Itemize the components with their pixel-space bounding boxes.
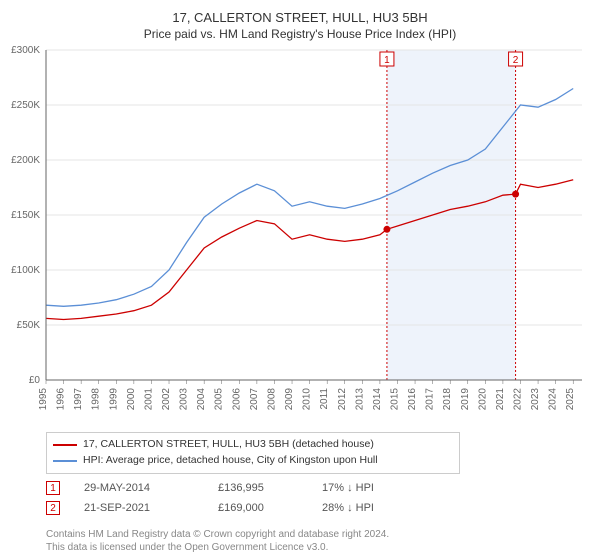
svg-text:2016: 2016 [407,388,418,411]
chart-area: £0£50K£100K£150K£200K£250K£300K199519961… [46,50,582,380]
svg-text:£250K: £250K [11,100,40,111]
event-date: 21-SEP-2021 [84,502,194,514]
svg-text:2008: 2008 [266,388,277,411]
svg-text:2014: 2014 [372,388,383,411]
svg-text:2017: 2017 [425,388,436,411]
svg-text:2013: 2013 [354,388,365,411]
svg-text:2000: 2000 [126,388,137,411]
legend-item: 17, CALLERTON STREET, HULL, HU3 5BH (det… [53,437,453,453]
svg-text:2004: 2004 [196,388,207,411]
chart-subtitle: Price paid vs. HM Land Registry's House … [0,25,600,41]
event-badge: 1 [46,481,60,495]
event-badge: 2 [46,501,60,515]
svg-text:2010: 2010 [302,388,313,411]
chart-container: 17, CALLERTON STREET, HULL, HU3 5BH Pric… [0,0,600,560]
legend-swatch [53,444,77,446]
svg-text:2001: 2001 [143,388,154,411]
svg-text:1996: 1996 [56,388,67,411]
svg-text:2015: 2015 [389,388,400,411]
svg-text:1997: 1997 [73,388,84,411]
svg-text:£200K: £200K [11,155,40,166]
svg-text:2024: 2024 [548,388,559,411]
legend-label: 17, CALLERTON STREET, HULL, HU3 5BH (det… [83,437,374,453]
svg-text:2020: 2020 [477,388,488,411]
legend-box: 17, CALLERTON STREET, HULL, HU3 5BH (det… [46,432,460,474]
svg-text:2011: 2011 [319,388,330,410]
svg-text:2009: 2009 [284,388,295,411]
svg-text:1999: 1999 [108,388,119,411]
svg-text:£0: £0 [29,375,41,386]
event-row: 2 21-SEP-2021 £169,000 28% ↓ HPI [46,498,412,518]
svg-text:£100K: £100K [11,265,40,276]
event-table: 1 29-MAY-2014 £136,995 17% ↓ HPI 2 21-SEP-202… [46,478,412,518]
event-price: £169,000 [218,502,298,514]
event-date: 29-MAY-2014 [84,482,194,494]
footer-line-2: This data is licensed under the Open Gov… [46,541,389,554]
svg-text:£50K: £50K [17,320,41,331]
event-delta: 17% ↓ HPI [322,482,412,494]
svg-text:£150K: £150K [11,210,40,221]
line-chart-svg: £0£50K£100K£150K£200K£250K£300K199519961… [46,50,582,380]
svg-text:2002: 2002 [161,388,172,411]
footer-attribution: Contains HM Land Registry data © Crown c… [46,528,389,554]
svg-text:2007: 2007 [249,388,260,411]
svg-text:2005: 2005 [214,388,225,411]
legend-swatch [53,460,77,462]
footer-line-1: Contains HM Land Registry data © Crown c… [46,528,389,541]
svg-text:2023: 2023 [530,388,541,411]
svg-text:2018: 2018 [442,388,453,411]
svg-text:2022: 2022 [512,388,523,411]
svg-text:2012: 2012 [337,388,348,411]
svg-text:2019: 2019 [460,388,471,411]
svg-text:2021: 2021 [495,388,506,411]
svg-text:£300K: £300K [11,45,40,56]
legend-label: HPI: Average price, detached house, City… [83,453,378,469]
legend-item: HPI: Average price, detached house, City… [53,453,453,469]
event-price: £136,995 [218,482,298,494]
svg-text:2025: 2025 [565,388,576,411]
svg-text:1998: 1998 [91,388,102,411]
event-row: 1 29-MAY-2014 £136,995 17% ↓ HPI [46,478,412,498]
event-delta: 28% ↓ HPI [322,502,412,514]
svg-text:2: 2 [513,55,519,66]
svg-text:1995: 1995 [38,388,49,411]
svg-text:2006: 2006 [231,388,242,411]
svg-text:1: 1 [384,55,390,66]
chart-title: 17, CALLERTON STREET, HULL, HU3 5BH [0,0,600,25]
svg-text:2003: 2003 [179,388,190,411]
